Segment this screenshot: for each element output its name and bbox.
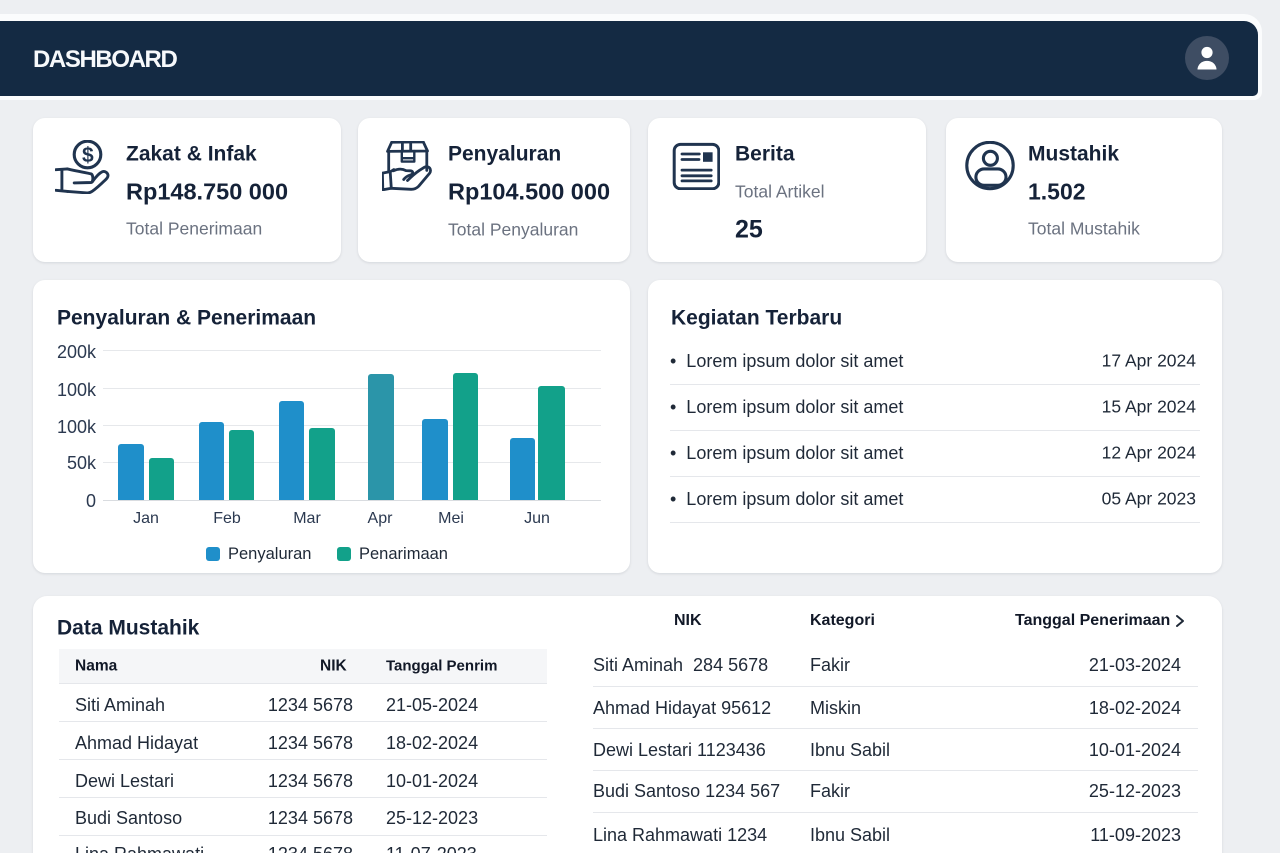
svg-text:$: $: [82, 144, 94, 167]
